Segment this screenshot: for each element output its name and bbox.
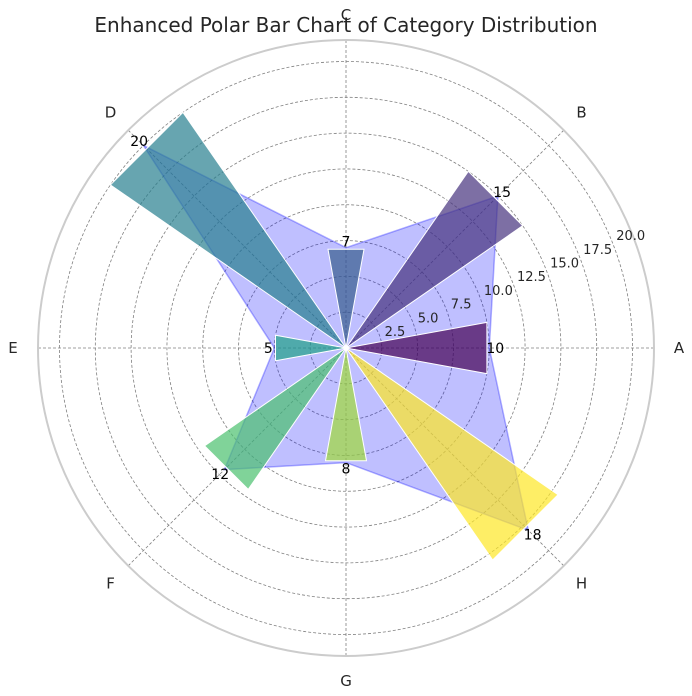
polar-frame (37, 39, 655, 657)
data-label-B: 15 (493, 185, 511, 201)
category-label-B: B (576, 104, 586, 122)
category-label-A: A (674, 339, 685, 357)
bar-G (324, 347, 368, 462)
grid-circle (166, 168, 526, 528)
data-label-F: 12 (211, 467, 229, 483)
radial-tick-label: 12.5 (517, 270, 546, 285)
category-labels: A B C D E F G H (8, 6, 685, 690)
radial-tick-label: 15.0 (550, 256, 579, 271)
bar-H (345, 347, 559, 561)
bar-A (345, 321, 488, 375)
radial-tick-label: 17.5 (583, 243, 612, 258)
radial-tick-label: 2.5 (385, 325, 406, 340)
bar-F (203, 347, 347, 491)
grid-circle (202, 204, 490, 492)
data-label-G: 8 (342, 462, 351, 478)
grid-circle (130, 132, 562, 564)
category-label-E: E (8, 339, 17, 357)
bars (109, 111, 559, 561)
category-label-C: C (341, 6, 351, 24)
category-label-H: H (576, 574, 587, 592)
radial-tick-label: 5.0 (418, 311, 439, 326)
data-label-H: 18 (524, 528, 542, 544)
bar-E (275, 334, 347, 362)
bar-C (327, 248, 365, 349)
radial-tick-label: 10.0 (484, 284, 513, 299)
data-label-E: 5 (264, 341, 273, 357)
radial-tick-label: 7.5 (451, 298, 472, 313)
chart-title: Enhanced Polar Bar Chart of Category Dis… (94, 13, 597, 37)
data-label-A: 10 (486, 341, 504, 357)
radial-tick-labels: 2.5 5.0 7.5 10.0 12.5 15.0 17.5 20.0 (385, 229, 646, 340)
data-labels: 10 15 7 20 5 12 8 18 (130, 134, 541, 543)
category-label-G: G (340, 672, 352, 690)
radial-tick-label: 20.0 (616, 229, 645, 244)
category-label-F: F (106, 574, 115, 592)
data-label-D: 20 (130, 134, 148, 150)
bar-B (345, 170, 524, 349)
data-label-C: 7 (342, 235, 351, 251)
category-label-D: D (105, 104, 117, 122)
bar-D (109, 111, 347, 349)
